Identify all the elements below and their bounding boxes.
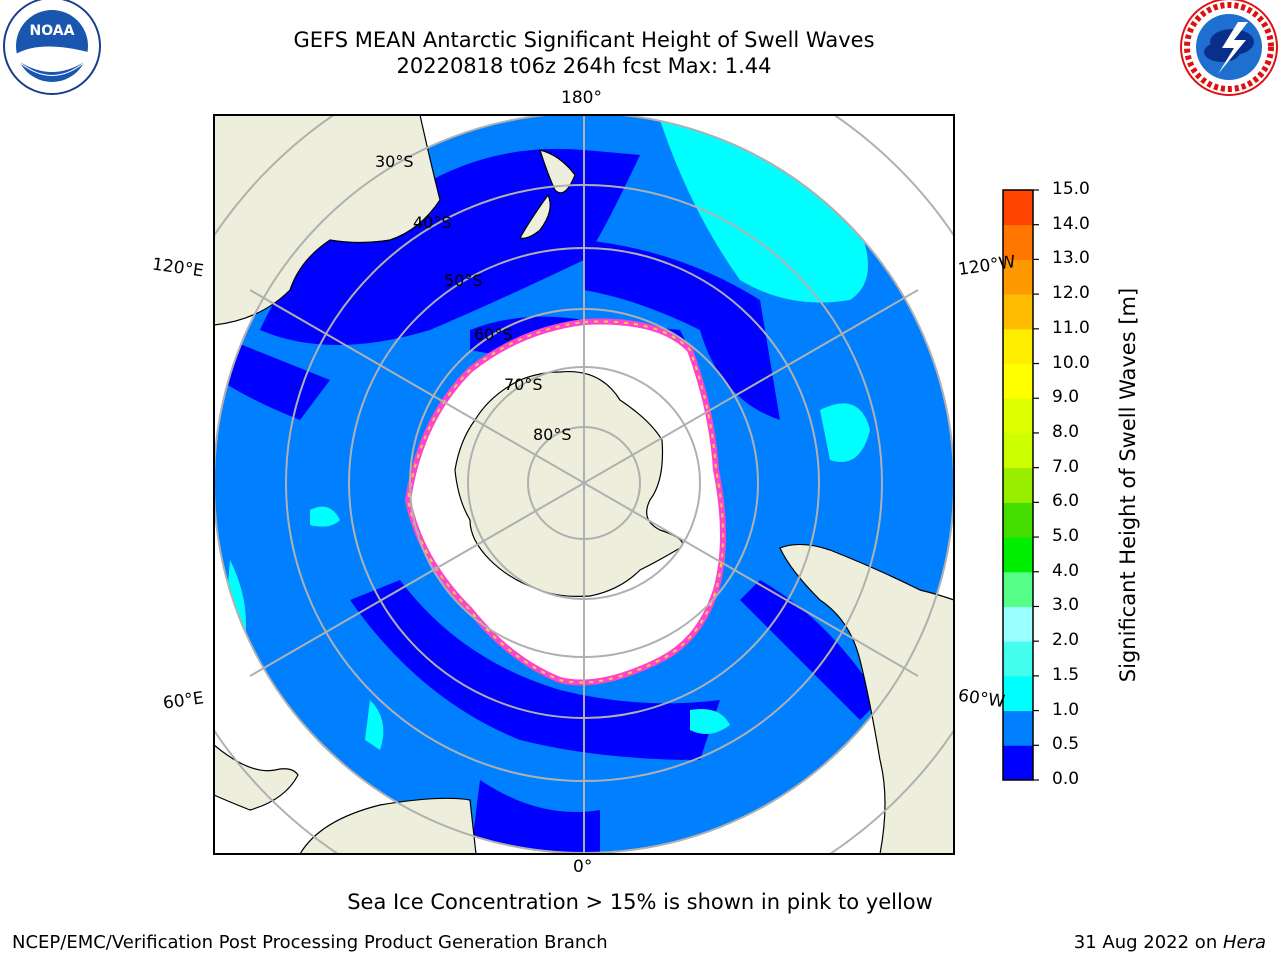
colorbar-tick-label: 2.0 — [1052, 630, 1080, 651]
colorbar-segment — [1003, 606, 1033, 642]
colorbar-segment — [1003, 467, 1033, 503]
lat-label-60s: 60°S — [474, 325, 513, 344]
new-zealand-north — [539, 149, 576, 194]
colorbar-segment — [1003, 363, 1033, 399]
colorbar-tick-label: 12.0 — [1052, 283, 1090, 304]
colorbar-segment — [1003, 537, 1033, 573]
madagascar-land — [214, 744, 299, 811]
footer-machine: Hera — [1222, 932, 1266, 953]
colorbar-tick-label: 1.5 — [1052, 664, 1080, 685]
footer-date: 31 Aug 2022 on Hera — [1073, 932, 1266, 953]
lon-label-0: 0° — [573, 857, 593, 877]
colorbar-segment — [1003, 432, 1033, 469]
colorbar-tick-label: 1.0 — [1052, 699, 1080, 720]
footer-credit: NCEP/EMC/Verification Post Processing Pr… — [12, 932, 608, 953]
colorbar-segment — [1003, 745, 1033, 781]
colorbar-tick-label: 0.5 — [1052, 734, 1080, 755]
colorbar-tick-label: 15.0 — [1052, 179, 1090, 199]
noaa-logo: NOAA — [3, 0, 101, 95]
colorbar-segment — [1003, 571, 1033, 607]
lat-label-50s: 50°S — [444, 271, 483, 290]
lat-label-70s: 70°S — [504, 375, 543, 394]
colorbar-segment — [1003, 675, 1033, 712]
antarctica-land — [454, 370, 684, 597]
colorbar-segment — [1003, 224, 1033, 260]
lat-label-80s: 80°S — [533, 425, 572, 444]
africa-land — [299, 797, 477, 854]
nws-logo — [1180, 0, 1278, 96]
svg-text:NOAA: NOAA — [30, 23, 75, 39]
colorbar-tick-label: 3.0 — [1052, 595, 1080, 616]
lon-label-180: 180° — [561, 88, 602, 108]
colorbar-tick-label: 10.0 — [1052, 352, 1090, 373]
chart-subtitle: 20220818 t06z 264h fcst Max: 1.44 — [396, 54, 772, 78]
colorbar-label: Significant Height of Swell Waves [m] — [1116, 287, 1140, 683]
colorbar-segment — [1003, 710, 1033, 746]
chart-title: GEFS MEAN Antarctic Significant Height o… — [293, 28, 875, 52]
colorbar-tick-label: 4.0 — [1052, 560, 1080, 581]
colorbar-frame — [1002, 189, 1034, 781]
colorbar-tick-label: 6.0 — [1052, 491, 1080, 512]
colorbar-tick-label: 8.0 — [1052, 421, 1080, 442]
colorbar-segment — [1003, 190, 1033, 226]
colorbar-segment — [1003, 641, 1033, 677]
south-america-land — [779, 543, 954, 854]
colorbar-segment — [1003, 259, 1033, 295]
map-frame — [213, 114, 955, 855]
colorbar-tick-label: 11.0 — [1052, 317, 1090, 338]
lat-label-40s: 40°S — [413, 213, 452, 232]
colorbar-segment — [1003, 502, 1033, 538]
colorbar-tick-label: 14.0 — [1052, 213, 1090, 234]
colorbar-tick-label: 9.0 — [1052, 387, 1080, 408]
colorbar-tick-label: 7.0 — [1052, 456, 1080, 477]
lat-label-30s: 30°S — [375, 152, 414, 171]
colorbar-tick-label: 13.0 — [1052, 248, 1090, 269]
colorbar-segment — [1003, 398, 1033, 434]
map-area — [214, 115, 954, 854]
sea-ice-note: Sea Ice Concentration > 15% is shown in … — [347, 890, 933, 914]
colorbar-segment — [1003, 328, 1033, 365]
colorbar-tick-label: 0.0 — [1052, 769, 1080, 789]
colorbar-segment — [1003, 294, 1033, 330]
colorbar — [1002, 189, 1039, 781]
colorbar-tick-label: 5.0 — [1052, 526, 1080, 547]
new-zealand-south — [519, 193, 551, 239]
